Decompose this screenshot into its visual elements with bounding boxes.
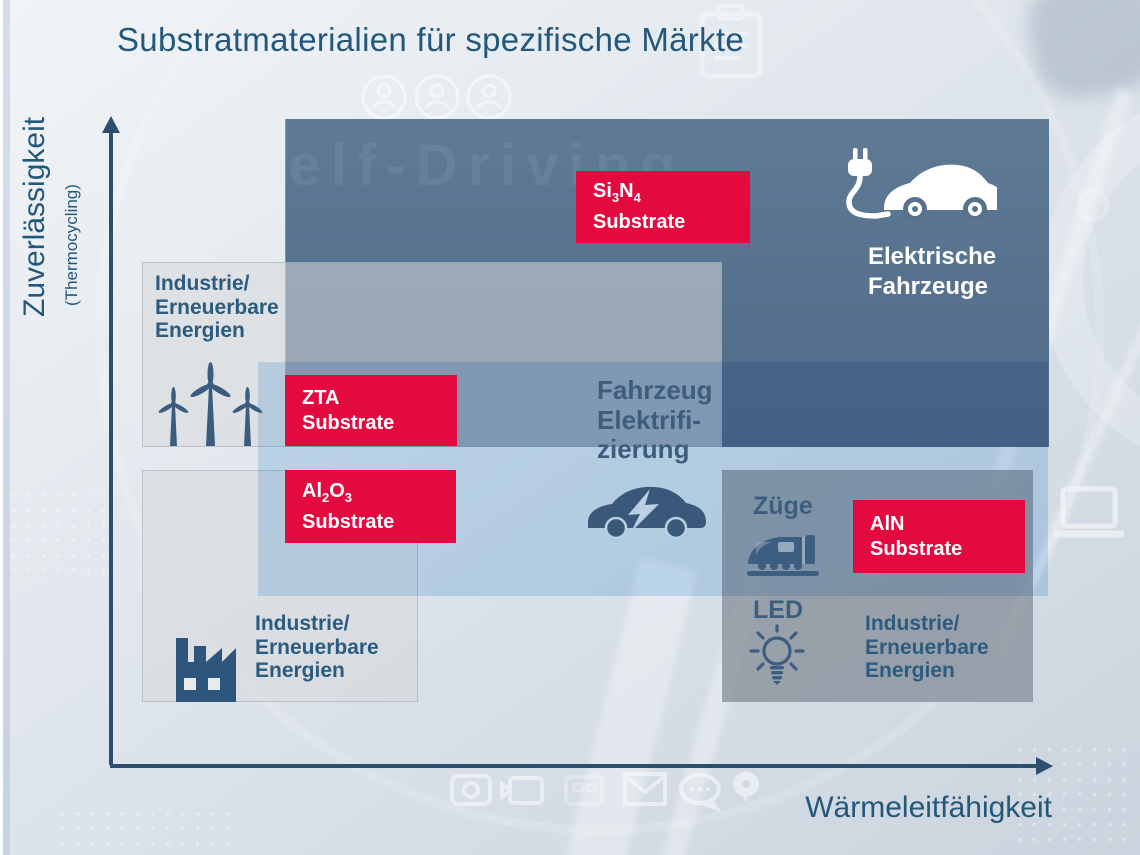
electric-car-icon xyxy=(588,486,706,540)
label-line: Energien xyxy=(155,319,245,342)
label-line: Fahrzeuge xyxy=(868,273,989,300)
factory-icon xyxy=(176,638,236,702)
industry-bottom-left-label: Industrie/ Erneuerbare Energien xyxy=(255,612,379,683)
aln-substrate-badge: AlN Substrate xyxy=(853,500,1025,573)
label-line: Energien xyxy=(255,659,345,682)
left-edge-highlight xyxy=(0,0,3,855)
y-axis-label: Zuverlässigkeit xyxy=(18,116,51,317)
user-circle-icon xyxy=(414,74,460,120)
electric-car-plug-icon xyxy=(846,148,997,221)
vehicle-electrification-label: Fahrzeug Elektrifi- zierung xyxy=(597,375,713,465)
substrate-formula: Al2O3 xyxy=(302,479,353,505)
substrate-word: Substrate xyxy=(302,510,395,533)
decorative-arc xyxy=(1077,189,1109,221)
map-pin-icon xyxy=(733,771,759,804)
al2o3-substrate-badge: Al2O3 Substrate xyxy=(285,470,456,543)
wind-turbines-icon xyxy=(158,362,263,446)
x-axis-line xyxy=(110,764,1036,768)
industry-bottom-right-label: Industrie/ Erneuerbare Energien xyxy=(865,612,989,683)
substrate-formula: Si3N4 xyxy=(593,180,641,205)
substrate-formula: AlN xyxy=(870,512,905,535)
zta-substrate-badge: ZTA Substrate xyxy=(285,375,457,446)
label-line: Elektrifi- xyxy=(597,404,702,435)
si3n4-substrate-badge: Si3N4 Substrate xyxy=(576,171,750,243)
substrate-formula: ZTA xyxy=(302,386,340,409)
industry-top-left-label: Industrie/ Erneuerbare Energien xyxy=(155,272,279,343)
substrate-word: Substrate xyxy=(593,211,686,233)
substrate-word: Substrate xyxy=(302,411,395,434)
label-line: Energien xyxy=(865,659,955,682)
label-line: Fahrzeug xyxy=(597,375,713,405)
left-edge-band xyxy=(3,0,10,855)
label-line: Industrie/ xyxy=(155,272,250,295)
label-line: Elektrische xyxy=(868,243,997,270)
dot-pattern xyxy=(1012,742,1136,850)
videocam-icon xyxy=(500,776,544,805)
trains-label: Züge xyxy=(753,492,813,520)
camera-icon xyxy=(450,774,492,806)
label-line: Erneuerbare xyxy=(155,295,279,319)
train-icon xyxy=(747,535,819,576)
label-line: Erneuerbare xyxy=(255,635,379,659)
x-axis-arrowhead-icon xyxy=(1036,757,1053,775)
user-circle-icon xyxy=(361,74,407,120)
label-line: Erneuerbare xyxy=(865,635,989,659)
decorative-arc xyxy=(1041,113,1140,447)
label-line: Industrie/ xyxy=(865,612,960,635)
mail-icon xyxy=(623,772,667,806)
electric-vehicles-label: Elektrische Fahrzeuge xyxy=(868,242,996,302)
decorative-arc xyxy=(95,0,1105,835)
y-axis-line xyxy=(109,131,113,765)
y-axis-sublabel: (Thermocycling) xyxy=(62,184,81,306)
clipboard-icon xyxy=(699,4,763,79)
page-title: Substratmaterialien für spezifische Märk… xyxy=(117,21,745,58)
led-label: LED xyxy=(753,596,803,624)
dot-pattern xyxy=(55,806,235,846)
x-axis-label: Wärmeleitfähigkeit xyxy=(805,791,1052,824)
film-icon xyxy=(564,775,604,806)
y-axis-arrowhead-icon xyxy=(102,116,120,133)
led-bulb-icon xyxy=(749,624,805,685)
chat-icon xyxy=(679,773,722,813)
label-line: Industrie/ xyxy=(255,612,350,635)
label-line: zierung xyxy=(597,434,690,464)
user-circle-icon xyxy=(466,74,512,120)
substrate-word: Substrate xyxy=(870,537,963,560)
dot-pattern xyxy=(6,488,114,584)
laptop-icon xyxy=(1054,486,1124,538)
